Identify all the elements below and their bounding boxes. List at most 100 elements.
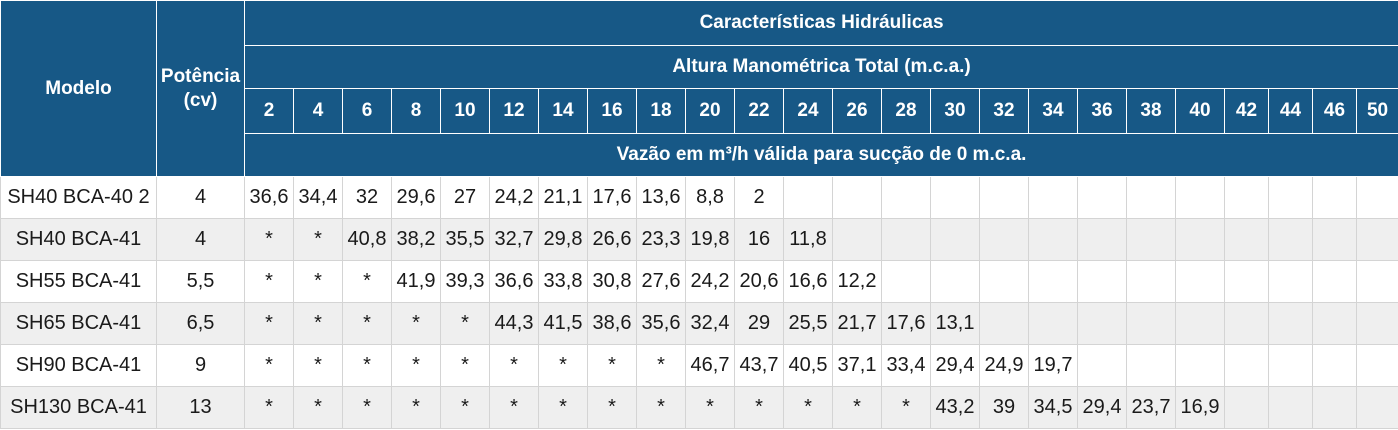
flow-cell xyxy=(1268,386,1313,429)
flow-cell xyxy=(1355,260,1398,303)
model-cell: SH90 BCA-41 xyxy=(0,344,157,387)
flow-cell: 19,7 xyxy=(1028,344,1078,387)
flow-cell: * xyxy=(440,344,490,387)
flow-cell: 33,4 xyxy=(881,344,931,387)
power-cell: 4 xyxy=(156,176,245,219)
flow-cell: 41,9 xyxy=(391,260,441,303)
flow-cell xyxy=(930,260,980,303)
header-modelo: Modelo xyxy=(0,0,157,177)
header-potencia: Potência (cv) xyxy=(156,0,245,177)
header-height-42: 42 xyxy=(1224,88,1269,134)
table-row: SH55 BCA-41 5,5 * * * 41,9 39,3 36,6 33,8 30,8 27,… xyxy=(0,260,1398,303)
flow-cell xyxy=(1028,218,1078,261)
flow-cell: 26,6 xyxy=(587,218,637,261)
model-cell: SH55 BCA-41 xyxy=(0,260,157,303)
flow-cell xyxy=(979,218,1029,261)
flow-cell xyxy=(1175,260,1225,303)
power-cell: 9 xyxy=(156,344,245,387)
header-height-6: 6 xyxy=(342,88,392,134)
header-height-2: 2 xyxy=(244,88,294,134)
header-height-16: 16 xyxy=(587,88,637,134)
flow-cell: 33,8 xyxy=(538,260,588,303)
flow-cell: 11,8 xyxy=(783,218,833,261)
flow-cell xyxy=(1355,386,1398,429)
flow-cell: * xyxy=(244,218,294,261)
flow-cell: 24,9 xyxy=(979,344,1029,387)
flow-cell: 39,3 xyxy=(440,260,490,303)
flow-cell: * xyxy=(783,386,833,429)
flow-cell: 13,1 xyxy=(930,302,980,345)
flow-cell xyxy=(1355,218,1398,261)
flow-cell xyxy=(979,260,1029,303)
flow-cell: 29,4 xyxy=(1077,386,1127,429)
flow-cell: 29,6 xyxy=(391,176,441,219)
flow-cell xyxy=(1355,302,1398,345)
flow-cell: 32,7 xyxy=(489,218,539,261)
flow-cell xyxy=(1312,386,1357,429)
flow-cell: * xyxy=(342,344,392,387)
flow-cell xyxy=(1355,176,1398,219)
header-heights-row: 2 4 6 8 10 12 14 16 18 20 22 24 26 28 30 32 34 36 38 40 42 44… xyxy=(1,88,1398,134)
flow-cell xyxy=(979,302,1029,345)
flow-cell xyxy=(1175,344,1225,387)
header-height-18: 18 xyxy=(636,88,686,134)
flow-cell xyxy=(1355,344,1398,387)
flow-cell: * xyxy=(587,344,637,387)
flow-cell: * xyxy=(244,386,294,429)
flow-cell xyxy=(1175,176,1225,219)
flow-cell: 27,6 xyxy=(636,260,686,303)
header-height-50: 50 xyxy=(1355,88,1398,134)
flow-cell: * xyxy=(293,386,343,429)
flow-cell: 16,9 xyxy=(1175,386,1225,429)
table-row: SH130 BCA-41 13 * * * * * * * * * * * * * * 43,2 39 34,5 29… xyxy=(0,386,1398,429)
flow-cell: * xyxy=(440,386,490,429)
power-cell: 4 xyxy=(156,218,245,261)
flow-cell: 30,8 xyxy=(587,260,637,303)
flow-cell: 13,6 xyxy=(636,176,686,219)
flow-cell: * xyxy=(293,218,343,261)
flow-cell xyxy=(1028,176,1078,219)
flow-cell: * xyxy=(538,386,588,429)
flow-cell: * xyxy=(293,344,343,387)
flow-cell: 19,8 xyxy=(685,218,735,261)
flow-cell: 24,2 xyxy=(685,260,735,303)
flow-cell xyxy=(1312,302,1357,345)
flow-cell: * xyxy=(489,344,539,387)
flow-cell: * xyxy=(636,386,686,429)
flow-cell xyxy=(1268,344,1313,387)
flow-cell xyxy=(1224,344,1269,387)
table-row: SH90 BCA-41 9 * * * * * * * * * 46,7 43,7 40,5 37,1 33,… xyxy=(0,344,1398,387)
flow-cell: 38,2 xyxy=(391,218,441,261)
flow-cell: 23,3 xyxy=(636,218,686,261)
flow-cell: 35,5 xyxy=(440,218,490,261)
flow-cell: * xyxy=(440,302,490,345)
model-cell: SH40 BCA-40 2 xyxy=(0,176,157,219)
header-height-20: 20 xyxy=(685,88,735,134)
flow-cell xyxy=(1268,302,1313,345)
flow-cell: 35,6 xyxy=(636,302,686,345)
flow-cell: 24,2 xyxy=(489,176,539,219)
flow-cell: 21,1 xyxy=(538,176,588,219)
flow-cell xyxy=(1312,176,1357,219)
header-vazao: Vazão em m³/h válida para sucção de 0 m.… xyxy=(243,133,1398,177)
flow-cell: * xyxy=(587,386,637,429)
flow-cell xyxy=(1077,218,1127,261)
flow-cell: 40,8 xyxy=(342,218,392,261)
flow-cell xyxy=(1077,260,1127,303)
flow-cell: 2 xyxy=(734,176,784,219)
flow-cell: 29,4 xyxy=(930,344,980,387)
power-cell: 6,5 xyxy=(156,302,245,345)
flow-cell: 29 xyxy=(734,302,784,345)
header-height-10: 10 xyxy=(440,88,490,134)
flow-cell: 36,6 xyxy=(244,176,294,219)
flow-cell xyxy=(1028,302,1078,345)
flow-cell xyxy=(1126,176,1176,219)
flow-cell xyxy=(930,176,980,219)
flow-cell xyxy=(1268,218,1313,261)
flow-cell xyxy=(1268,260,1313,303)
power-cell: 5,5 xyxy=(156,260,245,303)
flow-cell xyxy=(1312,218,1357,261)
flow-cell: * xyxy=(489,386,539,429)
flow-cell: 16,6 xyxy=(783,260,833,303)
flow-cell xyxy=(1175,218,1225,261)
